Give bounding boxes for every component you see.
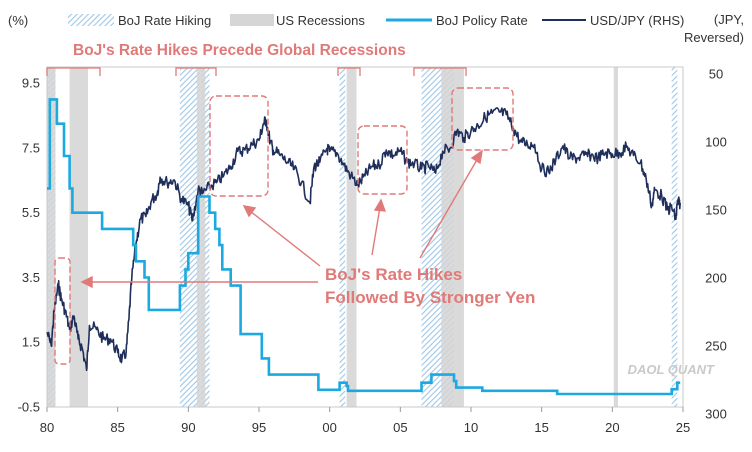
hiking-band-1 — [179, 67, 200, 407]
left-axis-ticks: -0.5 1.5 3.5 5.5 7.5 9.5 — [18, 76, 40, 415]
annotation-arrows — [80, 149, 483, 289]
us-recession-periods — [47, 67, 618, 407]
left-tick-label-3: 5.5 — [22, 205, 40, 220]
right-tick-label-5: 300 — [705, 406, 727, 421]
x-tick-label-7: 15 — [534, 420, 548, 435]
legend-swatch-recession — [230, 14, 274, 26]
usdjpy-line — [46, 107, 681, 372]
left-tick-label-1: 1.5 — [22, 335, 40, 350]
legend-label-hiking: BoJ Rate Hiking — [118, 13, 211, 28]
recession-band-0 — [47, 67, 56, 407]
x-tick-label-1: 85 — [110, 420, 124, 435]
right-tick-label-4: 250 — [705, 338, 727, 353]
arrow-head-1980 — [80, 275, 93, 289]
x-tick-label-0: 80 — [40, 420, 54, 435]
boj-policy-rate-series — [47, 98, 681, 396]
x-tick-label-5: 05 — [393, 420, 407, 435]
legend-label-recession: US Recessions — [276, 13, 365, 28]
watermark: DAOL QUANT — [628, 362, 715, 377]
right-tick-label-1: 100 — [705, 134, 727, 149]
plot-frame — [46, 66, 684, 408]
recession-band-5 — [613, 67, 618, 407]
legend-label-boj-rate: BoJ Policy Rate — [436, 13, 528, 28]
annotation-bracket-1 — [46, 67, 101, 76]
annotation-center-line1: BoJ's Rate Hikes — [325, 265, 462, 284]
recession-band-4 — [441, 67, 464, 407]
highlight-box-1992 — [209, 95, 269, 197]
arrow-to-2010 — [419, 157, 479, 259]
left-tick-label-2: 3.5 — [22, 270, 40, 285]
legend: BoJ Rate Hiking US Recessions BoJ Policy… — [68, 13, 684, 28]
x-tick-label-8: 20 — [605, 420, 619, 435]
recession-band-1 — [69, 67, 88, 407]
x-tick-label-3: 95 — [252, 420, 266, 435]
annotation-title: BoJ's Rate Hikes Precede Global Recessio… — [73, 42, 406, 59]
annotation-bracket-3 — [337, 67, 361, 76]
arrow-head-1992 — [242, 205, 257, 218]
left-tick-label-0: -0.5 — [18, 400, 40, 415]
arrow-head-2010 — [470, 149, 483, 165]
legend-swatch-hiking — [68, 14, 114, 26]
right-axis-ticks: 50 100 150 200 250 300 — [705, 66, 727, 421]
annotation-bracket-4 — [413, 67, 467, 76]
usdjpy-series — [46, 107, 681, 372]
arrow-head-2003 — [373, 198, 387, 212]
left-axis-unit: (%) — [8, 13, 28, 28]
annotation-bracket-2 — [175, 67, 217, 76]
left-tick-label-5: 9.5 — [22, 76, 40, 91]
right-axis-unit-line2: Reversed) — [684, 30, 744, 45]
right-tick-label-3: 200 — [705, 270, 727, 285]
arrow-to-1992 — [249, 210, 321, 267]
x-tick-label-9: 25 — [676, 420, 690, 435]
highlight-box-2003 — [357, 125, 408, 195]
recession-band-3 — [346, 67, 357, 407]
hiking-band-3 — [339, 67, 346, 407]
highlight-box-2010 — [451, 87, 514, 151]
legend-label-usdjpy: USD/JPY (RHS) — [590, 13, 684, 28]
arrow-to-2003 — [371, 206, 381, 256]
right-tick-label-0: 50 — [709, 66, 723, 81]
x-tick-label-2: 90 — [181, 420, 195, 435]
recession-band-2 — [196, 67, 206, 407]
boj-policy-rate-line — [47, 98, 681, 396]
left-tick-label-4: 7.5 — [22, 140, 40, 155]
right-axis-unit-line1: (JPY, — [714, 12, 744, 27]
annotation-center-line2: Followed By Stronger Yen — [325, 288, 535, 307]
x-tick-label-4: 00 — [322, 420, 336, 435]
hiking-band-5 — [671, 67, 678, 407]
right-tick-label-2: 150 — [705, 202, 727, 217]
x-axis-ticks: 80 85 90 95 00 05 10 15 20 25 — [40, 407, 690, 435]
x-tick-label-6: 10 — [464, 420, 478, 435]
highlight-box-1980 — [54, 257, 71, 365]
